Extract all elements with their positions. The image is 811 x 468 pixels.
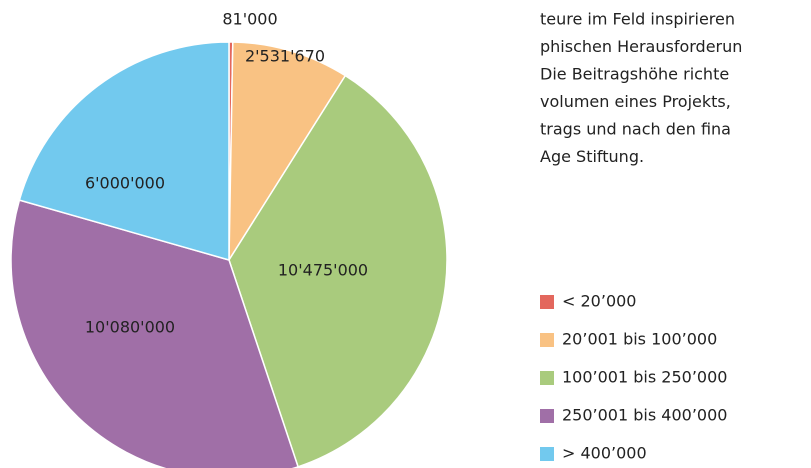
legend-label: < 20’000 (562, 292, 636, 311)
legend-swatch (540, 447, 554, 461)
body-text: phischen Herausforderun (540, 37, 742, 56)
legend-label: 100’001 bis 250’000 (562, 368, 727, 387)
data-label: 2'531'670 (245, 47, 325, 66)
legend-swatch (540, 295, 554, 309)
pie-slice (228, 41, 347, 263)
data-label: 6'000'000 (85, 174, 165, 193)
legend-swatch (540, 409, 554, 423)
data-label: 10'475'000 (278, 261, 368, 280)
legend-label: 250’001 bis 400’000 (562, 406, 727, 425)
body-text: teure im Feld inspirieren (540, 10, 735, 29)
pie-slice (18, 41, 230, 261)
legend-swatch (540, 333, 554, 347)
body-text: Die Beitragshöhe richte (540, 65, 729, 84)
legend-label: 20’001 bis 100’000 (562, 330, 717, 349)
body-text: volumen eines Projekts, (540, 92, 731, 111)
pie-slice (10, 199, 300, 468)
legend-swatch (540, 371, 554, 385)
body-text: trags und nach den fina (540, 120, 731, 139)
data-label: 10'080'000 (85, 318, 175, 337)
legend-label: > 400’000 (562, 444, 647, 463)
pie-slice (228, 74, 448, 468)
data-label: 81'000 (222, 10, 277, 29)
body-text: Age Stiftung. (540, 147, 644, 166)
